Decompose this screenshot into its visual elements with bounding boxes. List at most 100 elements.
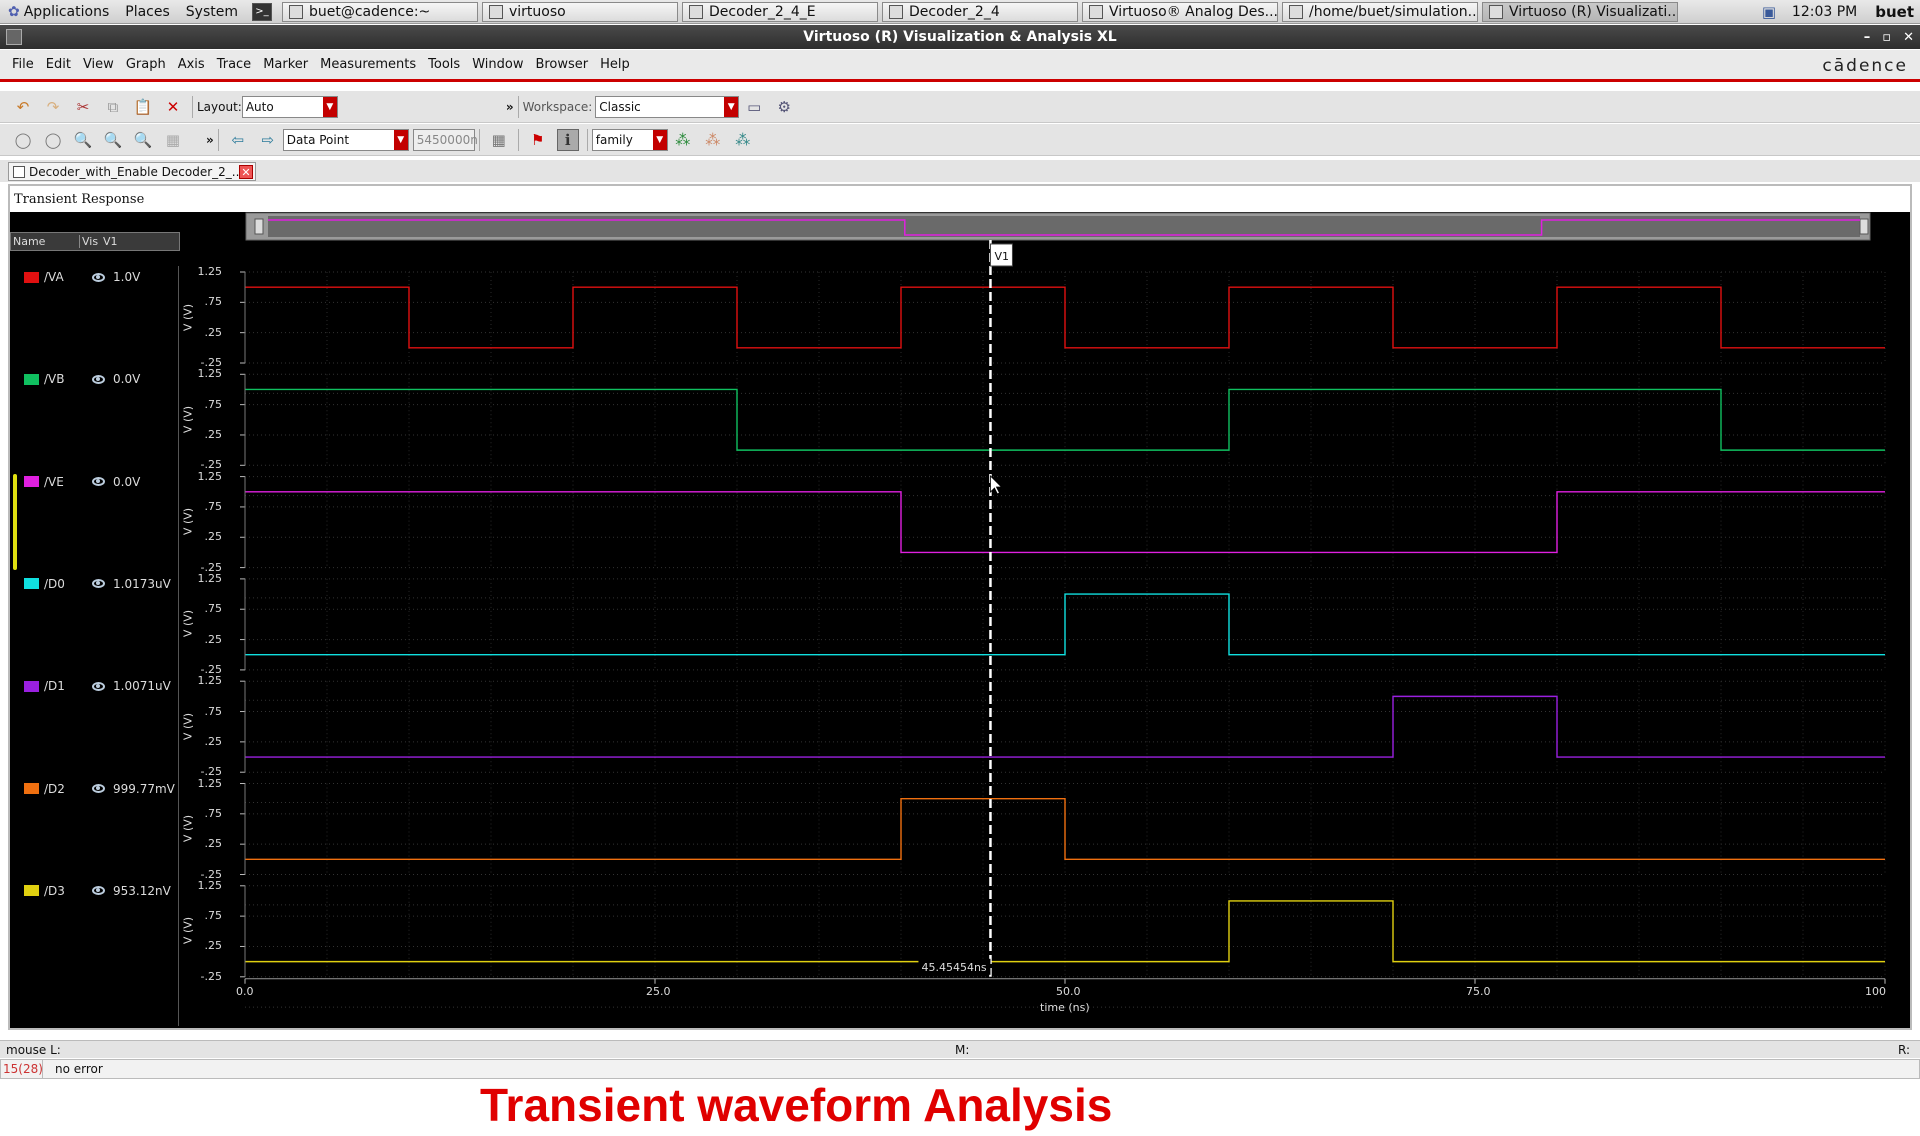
taskbar-item-simulation-path[interactable]: /home/buet/simulation... <box>1282 1 1478 22</box>
cut-icon[interactable]: ✂ <box>76 97 90 116</box>
redo-icon[interactable]: ↷ <box>46 97 60 116</box>
visibility-eye-icon[interactable] <box>92 784 105 793</box>
y-tick-label: .75 <box>204 397 223 411</box>
visibility-eye-icon[interactable] <box>92 477 105 487</box>
zoom-area-icon[interactable]: ▦ <box>165 130 181 149</box>
taskbar-item-decoder-2-4-e[interactable]: Decoder_2_4_E <box>682 1 878 22</box>
menu-view[interactable]: View <box>82 57 114 72</box>
taskbar-item-decoder-2-4[interactable]: Decoder_2_4 <box>882 1 1078 22</box>
x-axis-label: time (ns) <box>1040 1000 1090 1014</box>
minimize-button[interactable]: – <box>1863 29 1871 45</box>
clock[interactable]: 12:03 PM <box>1791 3 1858 20</box>
layout-select[interactable]: Auto ▼ <box>241 95 338 118</box>
zoom-fit-icon[interactable]: 🔍 <box>73 130 93 149</box>
menu-marker[interactable]: Marker <box>263 57 309 72</box>
workspace-save-icon[interactable]: ▭ <box>747 97 762 116</box>
menu-axis[interactable]: Axis <box>177 57 205 72</box>
legend-row[interactable]: /VA 1.0V <box>24 269 140 285</box>
menu-browser[interactable]: Browser <box>535 57 589 72</box>
paste-icon[interactable]: 📋 <box>133 97 153 116</box>
menu-edit[interactable]: Edit <box>45 57 71 72</box>
waveform-spread-icon[interactable]: ⁂ <box>705 130 721 149</box>
y-tick-label: .75 <box>204 909 223 923</box>
trace-marker-value: 999.77mV <box>113 781 175 796</box>
toolbar2-overflow-button[interactable]: » <box>206 132 214 147</box>
command-count: 15(28) <box>3 1060 43 1078</box>
legend-row[interactable]: /VE 0.0V <box>24 474 140 490</box>
visibility-eye-icon[interactable] <box>92 579 105 589</box>
legend-row[interactable]: /D1 1.0071uV <box>24 678 171 694</box>
trace-d0 <box>245 593 1885 656</box>
circle-disabled-icon[interactable]: ◯ <box>44 130 62 149</box>
y-unit-label: V (V) <box>181 508 195 536</box>
trace-va <box>245 286 1885 349</box>
legend-row[interactable]: /VB 0.0V <box>24 371 140 387</box>
menu-tools[interactable]: Tools <box>428 57 461 72</box>
applications-menu[interactable]: ✿ Applications <box>0 4 117 20</box>
family-select[interactable]: family ▼ <box>591 128 668 151</box>
window-menu-icon[interactable] <box>6 29 22 45</box>
visibility-eye-icon[interactable] <box>92 681 105 691</box>
maximize-button[interactable]: ▫ <box>1882 29 1892 45</box>
legend-row[interactable]: /D3 953.12nV <box>24 883 171 899</box>
copy-icon[interactable]: ⧉ <box>107 97 119 116</box>
toolbar-overflow-button[interactable]: » <box>505 99 514 114</box>
workspace-load-icon[interactable]: ⚙ <box>777 97 791 116</box>
y-tick-label: 1.25 <box>197 674 223 688</box>
taskbar-item-viva[interactable]: Virtuoso (R) Visualizati... <box>1482 1 1678 22</box>
places-label[interactable]: Places <box>125 3 170 20</box>
trace-color-swatch <box>24 271 39 283</box>
system-menu[interactable]: System <box>178 4 246 20</box>
next-point-icon[interactable]: ⇨ <box>261 130 275 149</box>
zoom-out-icon[interactable]: 🔍 <box>133 130 153 149</box>
undo-icon[interactable]: ↶ <box>16 97 30 116</box>
menu-trace[interactable]: Trace <box>216 57 252 72</box>
overview-left-handle <box>254 218 264 235</box>
waveform-family-icon[interactable]: ⁂ <box>675 130 691 149</box>
y-tick-label: .25 <box>204 837 223 851</box>
user-name[interactable]: buet <box>1875 2 1914 21</box>
legend-row[interactable]: /D0 1.0173uV <box>24 576 171 592</box>
taskbar-item-analog-design[interactable]: Virtuoso® Analog Des... <box>1082 1 1278 22</box>
zoom-in-icon[interactable]: 🔍 <box>103 130 123 149</box>
taskbar-item-virtuoso[interactable]: virtuoso <box>482 1 678 22</box>
network-icon[interactable]: ▣ <box>1761 2 1776 21</box>
waveform-stack-icon[interactable]: ⁂ <box>735 130 751 149</box>
legend-row[interactable]: /D2 999.77mV <box>24 781 175 797</box>
visibility-eye-icon[interactable] <box>92 886 105 896</box>
menubar: File Edit View Graph Axis Trace Marker M… <box>0 50 1920 82</box>
system-panel: ✿ Applications Places System >_ buet@cad… <box>0 0 1920 24</box>
circle-select-icon[interactable]: ◯ <box>14 130 32 149</box>
marker-v1-label[interactable]: V1 <box>994 250 1009 263</box>
y-tick-label: 1.25 <box>197 571 223 585</box>
places-menu[interactable]: Places <box>117 4 178 20</box>
menu-measurements[interactable]: Measurements <box>320 57 417 72</box>
applications-label[interactable]: Applications <box>23 3 110 20</box>
tab-decoder-with-enable[interactable]: Decoder_with_Enable Decoder_2_... ✕ <box>8 162 256 181</box>
visibility-eye-icon[interactable] <box>92 374 105 384</box>
close-window-button[interactable]: ✕ <box>1903 29 1914 45</box>
workspace-select[interactable]: Classic ▼ <box>595 95 740 118</box>
menu-help[interactable]: Help <box>600 57 630 72</box>
marker-mode-value: Data Point <box>286 132 350 147</box>
marker-mode-select[interactable]: Data Point ▼ <box>282 128 409 151</box>
mouse-left-status: mouse L: <box>6 1043 61 1057</box>
menu-window[interactable]: Window <box>472 57 524 72</box>
terminal-launcher-icon[interactable]: >_ <box>252 2 272 21</box>
menu-graph[interactable]: Graph <box>125 57 166 72</box>
marker-readout-box <box>918 958 991 975</box>
data-point-input[interactable]: 5450000n <box>412 128 478 151</box>
visibility-eye-icon[interactable] <box>92 272 105 282</box>
previous-point-icon[interactable]: ⇦ <box>231 130 245 149</box>
delete-icon[interactable]: ✕ <box>166 97 180 116</box>
menu-file[interactable]: File <box>12 57 34 72</box>
flag-marker-icon[interactable]: ⚑ <box>531 130 545 149</box>
info-balloon-icon[interactable]: ℹ <box>556 128 579 151</box>
system-label[interactable]: System <box>185 3 238 20</box>
close-tab-icon[interactable]: ✕ <box>239 165 253 179</box>
taskbar-item-terminal[interactable]: buet@cadence:~ <box>282 1 478 22</box>
calculator-icon[interactable]: ▦ <box>491 130 506 149</box>
trace-name: /VB <box>44 372 65 387</box>
cadence-c-icon <box>1289 4 1303 19</box>
